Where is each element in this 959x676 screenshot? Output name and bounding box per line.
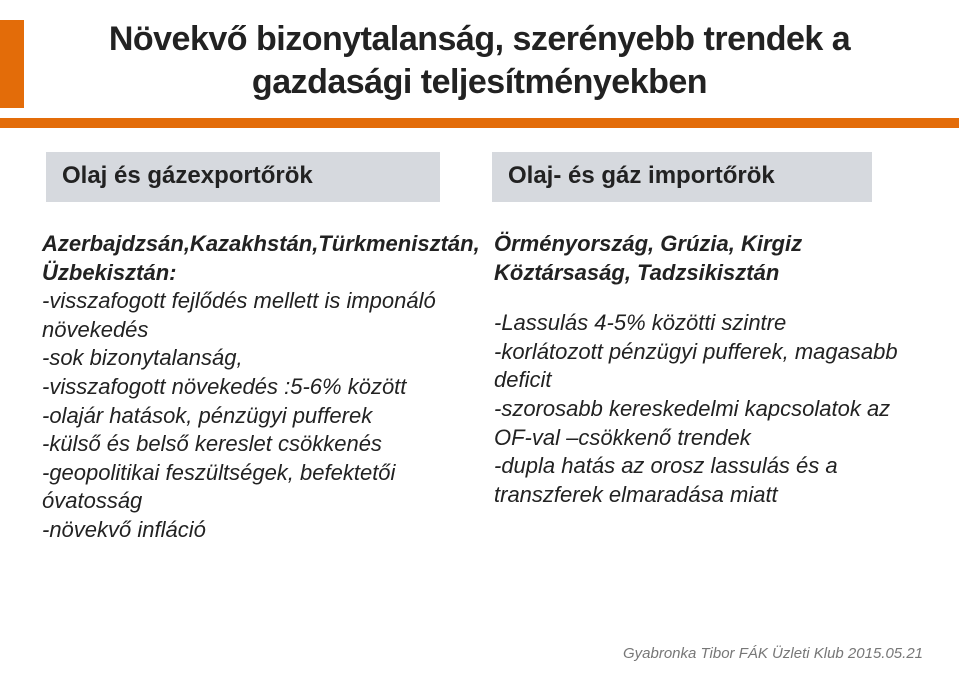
left-bullet-1: -visszafogott fejlődés mellett is imponá… [42,287,460,344]
footer-text: Gyabronka Tibor FÁK Üzleti Klub 2015.05.… [623,645,923,662]
accent-bar [0,118,959,128]
header-right: Olaj- és gáz importőrök [492,152,872,202]
spacer [494,287,912,309]
header-left: Olaj és gázexportőrök [46,152,440,202]
accent-box [0,20,24,108]
left-bullet-6: -geopolitikai feszültségek, befektetői ó… [42,459,460,516]
columns: Azerbajdzsán,Kazakhstán,Türkmenisztán, Ü… [0,230,959,545]
left-bullet-5: -külső és belső kereslet csökkenés [42,430,460,459]
right-bullet-1: -Lassulás 4-5% közötti szintre [494,309,912,338]
left-lead-1: Azerbajdzsán,Kazakhstán,Türkmenisztán, [42,231,480,256]
left-bullet-2: -sok bizonytalanság, [42,344,460,373]
right-lead: Örményország, Grúzia, Kirgiz Köztársaság… [494,231,802,285]
right-bullet-2: -korlátozott pénzügyi pufferek, magasabb… [494,338,912,395]
left-lead-2: Üzbekisztán: [42,260,176,285]
right-bullet-3: -szorosabb kereskedelmi kapcsolatok az O… [494,395,912,452]
left-bullet-4: -olajár hatások, pénzügyi pufferek [42,402,460,431]
left-bullet-3: -visszafogott növekedés :5-6% között [42,373,460,402]
column-left: Azerbajdzsán,Kazakhstán,Türkmenisztán, Ü… [42,230,460,545]
left-bullet-7: -növekvő infláció [42,516,460,545]
right-bullet-4: -dupla hatás az orosz lassulás és a tran… [494,452,912,509]
slide-title: Növekvő bizonytalanság, szerényebb trend… [46,18,913,103]
column-right: Örményország, Grúzia, Kirgiz Köztársaság… [494,230,912,545]
slide: Növekvő bizonytalanság, szerényebb trend… [0,0,959,676]
section-headers: Olaj és gázexportőrök Olaj- és gáz impor… [0,152,959,202]
